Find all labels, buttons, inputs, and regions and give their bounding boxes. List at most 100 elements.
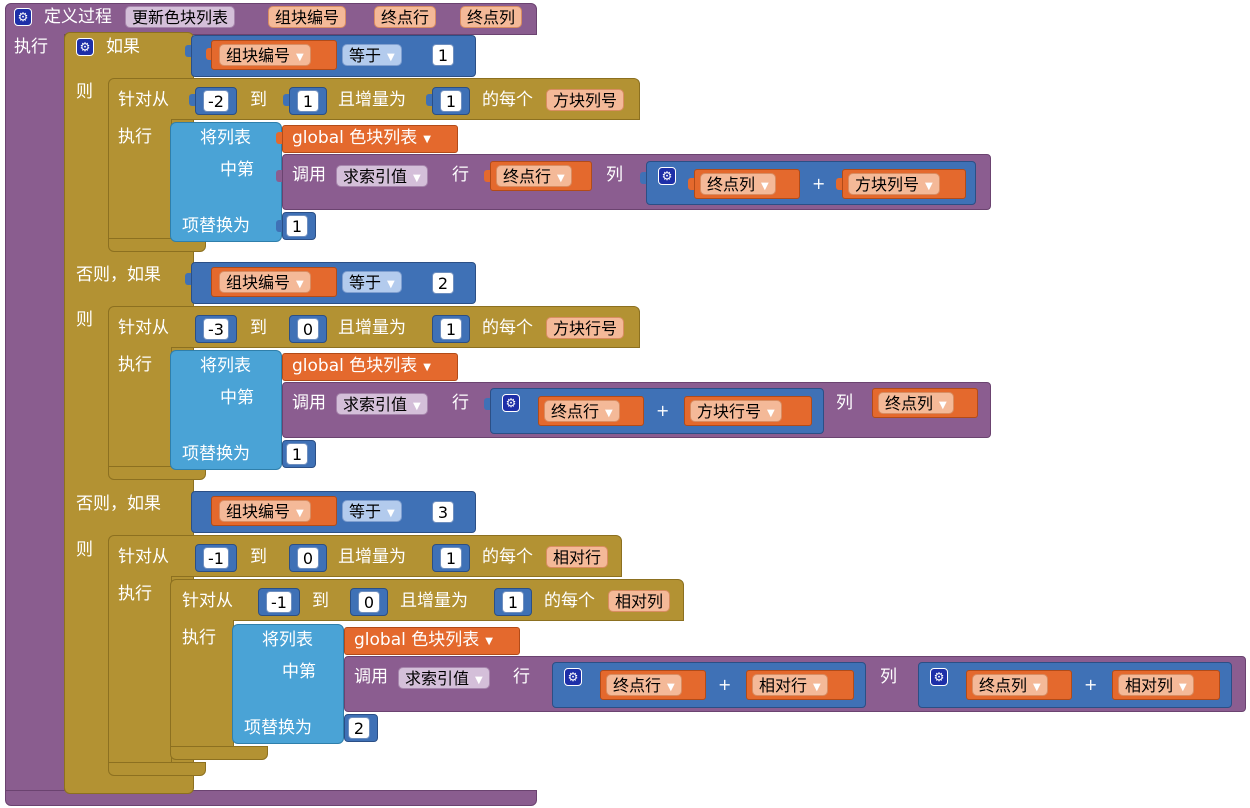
dropdown-arrow-icon[interactable]: ▼: [387, 508, 395, 519]
col-a-field-1[interactable]: 终点列 ▼: [700, 173, 776, 195]
param-3[interactable]: 终点列: [460, 6, 523, 28]
add-gear-icon[interactable]: ⚙: [564, 668, 582, 686]
cond-number-3[interactable]: 3: [432, 501, 454, 523]
dropdown-arrow-icon[interactable]: ▼: [667, 682, 675, 693]
col-var-field-2[interactable]: 终点列 ▼: [878, 392, 954, 414]
global-list-block-1[interactable]: [282, 125, 458, 153]
for-range-block-3[interactable]: [108, 535, 622, 577]
cond-var-field-3[interactable]: 组块编号 ▼: [219, 500, 311, 522]
row-a-field-2[interactable]: 终点行 ▼: [544, 400, 620, 422]
dropdown-arrow-icon[interactable]: ▼: [296, 52, 304, 63]
replace-value-1[interactable]: 1: [286, 215, 308, 237]
inner-for-do-label: 执行: [182, 628, 216, 648]
func-name-field-3[interactable]: 求索引值 ▼: [398, 667, 490, 689]
loop-var-field-1[interactable]: 方块列号: [546, 89, 625, 111]
cond-number-2[interactable]: 2: [432, 272, 454, 294]
inner-for-range-block[interactable]: [170, 579, 684, 621]
dropdown-arrow-icon[interactable]: ▼: [761, 181, 769, 192]
dropdown-arrow-icon[interactable]: ▼: [296, 508, 304, 519]
dropdown-arrow-icon[interactable]: ▼: [557, 173, 565, 184]
to-number-3[interactable]: 0: [297, 547, 319, 569]
row-var-field-1[interactable]: 终点行 ▼: [496, 165, 572, 187]
loop-var-field-2[interactable]: 方块行号: [546, 317, 625, 339]
replace-list-item-block-2[interactable]: [170, 350, 282, 470]
row-label-2: 行: [452, 393, 469, 413]
global-var-label-3[interactable]: global 色块列表 ▼: [354, 630, 493, 650]
dropdown-arrow-icon[interactable]: ▼: [925, 181, 933, 192]
each-label-1: 的每个: [482, 90, 533, 110]
add-gear-icon[interactable]: ⚙: [502, 394, 520, 412]
call-label-2: 调用: [292, 393, 326, 413]
list-label-2: 将列表: [200, 356, 251, 376]
replace-value-2[interactable]: 1: [286, 443, 308, 465]
step-number-2[interactable]: 1: [440, 318, 462, 340]
inner-step-label: 且增量为: [400, 591, 468, 611]
dropdown-arrow-icon[interactable]: ▼: [387, 52, 395, 63]
inner-to-number[interactable]: 0: [358, 591, 380, 613]
row-b-field-3[interactable]: 相对行 ▼: [752, 674, 828, 696]
from-number-2[interactable]: -3: [203, 318, 229, 340]
col-label-2: 列: [836, 393, 853, 413]
inner-for-range-body: [170, 620, 234, 748]
dropdown-arrow-icon[interactable]: ▼: [413, 173, 421, 184]
dropdown-arrow-icon[interactable]: ▼: [475, 675, 483, 686]
dropdown-arrow-icon[interactable]: ▼: [813, 682, 821, 693]
compare-op-field-2[interactable]: 等于 ▼: [342, 271, 402, 293]
then-label-3: 则: [76, 540, 93, 560]
from-number-3[interactable]: -1: [203, 547, 229, 569]
global-var-label-2[interactable]: global 色块列表 ▼: [292, 356, 431, 376]
dropdown-arrow-icon[interactable]: ▼: [485, 636, 493, 647]
dropdown-arrow-icon[interactable]: ▼: [423, 134, 431, 145]
global-list-block-2[interactable]: [282, 353, 458, 381]
each-label-2: 的每个: [482, 318, 533, 338]
define-procedure-label: 定义过程: [44, 7, 112, 27]
param-2[interactable]: 终点行: [374, 6, 437, 28]
step-number-1[interactable]: 1: [440, 90, 462, 112]
global-var-label-1[interactable]: global 色块列表 ▼: [292, 128, 431, 148]
col-b-field-3[interactable]: 相对列 ▼: [1118, 674, 1194, 696]
step-number-3[interactable]: 1: [440, 547, 462, 569]
replace-list-item-block-1[interactable]: [170, 122, 282, 242]
cond-number-1[interactable]: 1: [432, 44, 454, 66]
func-name-field-2[interactable]: 求索引值 ▼: [336, 393, 428, 415]
to-number-1[interactable]: 1: [297, 90, 319, 112]
dropdown-arrow-icon[interactable]: ▼: [387, 279, 395, 290]
inner-loop-var-field[interactable]: 相对列: [608, 590, 671, 612]
compare-op-field-1[interactable]: 等于 ▼: [342, 44, 402, 66]
dropdown-arrow-icon[interactable]: ▼: [767, 408, 775, 419]
row-label-3: 行: [513, 667, 530, 687]
dropdown-arrow-icon[interactable]: ▼: [1179, 682, 1187, 693]
row-b-field-2[interactable]: 方块行号 ▼: [690, 400, 782, 422]
dropdown-arrow-icon[interactable]: ▼: [605, 408, 613, 419]
add-gear-icon[interactable]: ⚙: [930, 668, 948, 686]
param-1[interactable]: 组块编号: [268, 6, 347, 28]
compare-op-field-3[interactable]: 等于 ▼: [342, 500, 402, 522]
procedure-gear-icon[interactable]: ⚙: [14, 8, 32, 26]
dropdown-arrow-icon[interactable]: ▼: [1033, 682, 1041, 693]
for-range-footer-3: [108, 762, 206, 776]
inner-from-number[interactable]: -1: [266, 591, 292, 613]
inner-step-number[interactable]: 1: [502, 591, 524, 613]
dropdown-arrow-icon[interactable]: ▼: [423, 362, 431, 373]
loop-var-field-3[interactable]: 相对行: [546, 546, 609, 568]
cond-var-field-1[interactable]: 组块编号 ▼: [219, 44, 311, 66]
if-gear-icon[interactable]: ⚙: [76, 38, 94, 56]
procedure-name-field[interactable]: 更新色块列表: [125, 6, 236, 28]
replace-list-item-block-3[interactable]: [232, 624, 344, 744]
row-a-field-3[interactable]: 终点行 ▼: [606, 674, 682, 696]
dropdown-arrow-icon[interactable]: ▼: [939, 400, 947, 411]
cond-var-field-2[interactable]: 组块编号 ▼: [219, 271, 311, 293]
func-name-field-1[interactable]: 求索引值 ▼: [336, 165, 428, 187]
from-number-1[interactable]: -2: [203, 90, 229, 112]
col-b-field-1[interactable]: 方块列号 ▼: [848, 173, 940, 195]
global-list-block-3[interactable]: [344, 627, 520, 655]
dropdown-arrow-icon[interactable]: ▼: [296, 279, 304, 290]
dropdown-arrow-icon[interactable]: ▼: [413, 401, 421, 412]
for-range-body-2: [108, 347, 172, 467]
col-a-field-3[interactable]: 终点列 ▼: [972, 674, 1048, 696]
add-gear-icon[interactable]: ⚙: [658, 167, 676, 185]
to-number-2[interactable]: 0: [297, 318, 319, 340]
to-label-1: 到: [250, 90, 267, 110]
replace-value-3[interactable]: 2: [348, 717, 370, 739]
